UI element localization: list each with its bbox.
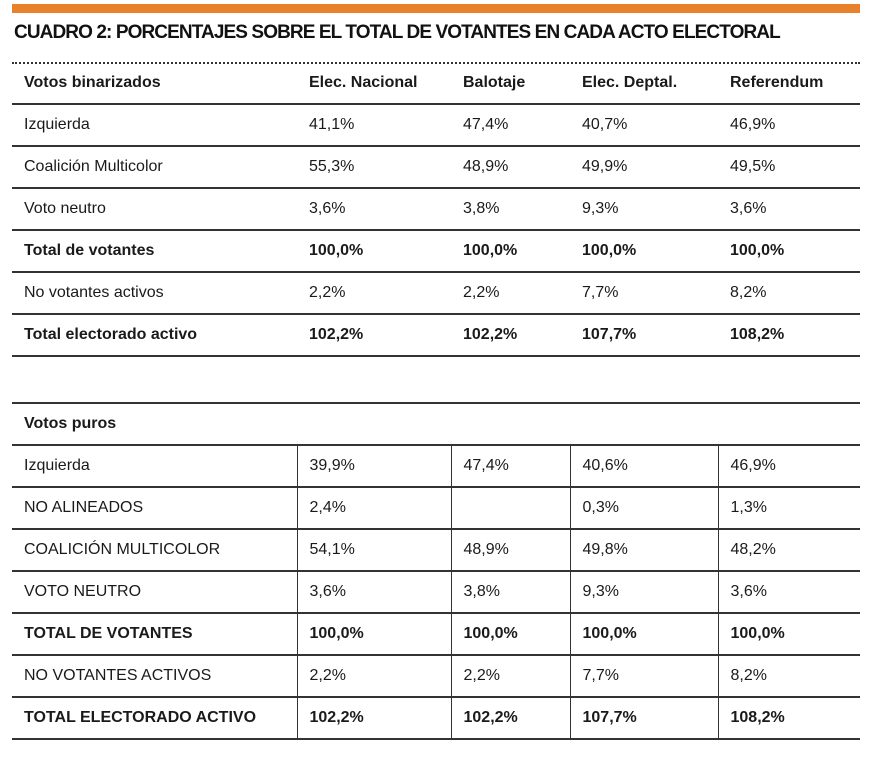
value-cell: 100,0% — [451, 230, 570, 273]
table-row: Coalición Multicolor 55,3% 48,9% 49,9% 49,5% — [12, 146, 860, 189]
table-row: Total electorado activo 102,2% 102,2% 107,7… — [12, 314, 860, 357]
value-cell: 9,3% — [569, 571, 718, 614]
value-cell: 41,1% — [297, 104, 451, 147]
column-header: Elec. Deptal. — [570, 63, 718, 105]
value-cell: 100,0% — [450, 613, 570, 656]
column-header: Elec. Nacional — [297, 63, 451, 105]
value-cell: 102,2% — [450, 697, 570, 740]
table-row: Voto neutro 3,6% 3,8% 9,3% 3,6% — [12, 188, 860, 231]
value-cell: 2,2% — [296, 655, 451, 698]
pure-votes-table: Votos puros Izquierda 39,9% 47,4% 40,6% 46,9%… — [12, 402, 861, 740]
value-cell: 40,6% — [569, 445, 718, 488]
value-cell: 49,8% — [569, 529, 718, 572]
table-row: NO ALINEADOS 2,4% 0,3% 1,3% — [12, 487, 861, 530]
value-cell: 108,2% — [718, 314, 860, 357]
value-cell: 107,7% — [569, 697, 718, 740]
value-cell: 102,2% — [296, 697, 451, 740]
value-cell: 47,4% — [450, 445, 570, 488]
row-header: Votos binarizados — [12, 63, 297, 105]
value-cell: 3,6% — [296, 571, 451, 614]
row-label: Total electorado activo — [12, 314, 297, 357]
accent-bar — [12, 4, 860, 13]
row-label: NO ALINEADOS — [12, 487, 297, 530]
value-cell: 100,0% — [569, 613, 718, 656]
value-cell: 8,2% — [718, 272, 860, 315]
table-row: Izquierda 41,1% 47,4% 40,7% 46,9% — [12, 104, 860, 147]
value-cell: 49,9% — [570, 146, 718, 189]
table-row: Total de votantes 100,0% 100,0% 100,0% 100,0… — [12, 230, 860, 273]
row-label: Izquierda — [12, 104, 297, 147]
section-header-row: Votos puros — [12, 403, 861, 446]
table-row: VOTO NEUTRO 3,6% 3,8% 9,3% 3,6% — [12, 571, 861, 614]
value-cell: 55,3% — [297, 146, 451, 189]
value-cell: 3,6% — [297, 188, 451, 231]
value-cell: 107,7% — [570, 314, 718, 357]
value-cell: 8,2% — [717, 655, 861, 698]
value-cell: 39,9% — [296, 445, 451, 488]
row-label: COALICIÓN MULTICOLOR — [12, 529, 297, 572]
value-cell: 46,9% — [718, 104, 860, 147]
value-cell: 100,0% — [718, 230, 860, 273]
table-row: COALICIÓN MULTICOLOR 54,1% 48,9% 49,8% 48,2% — [12, 529, 861, 572]
row-label: Izquierda — [12, 445, 297, 488]
value-cell: 2,2% — [297, 272, 451, 315]
value-cell: 102,2% — [297, 314, 451, 357]
value-cell: 46,9% — [717, 445, 861, 488]
column-header: Referendum — [718, 63, 860, 105]
value-cell: 7,7% — [570, 272, 718, 315]
row-label: Voto neutro — [12, 188, 297, 231]
row-label: TOTAL DE VOTANTES — [12, 613, 297, 656]
binarized-votes-table: Votos binarizados Elec. Nacional Balotaje E… — [12, 63, 860, 357]
value-cell: 100,0% — [570, 230, 718, 273]
row-label: Coalición Multicolor — [12, 146, 297, 189]
row-label: Total de votantes — [12, 230, 297, 273]
value-cell: 9,3% — [570, 188, 718, 231]
table-row: Izquierda 39,9% 47,4% 40,6% 46,9% — [12, 445, 861, 488]
value-cell: 100,0% — [717, 613, 861, 656]
table-row: No votantes activos 2,2% 2,2% 7,7% 8,2% — [12, 272, 860, 315]
value-cell: 2,2% — [450, 655, 570, 698]
value-cell: 3,8% — [450, 571, 570, 614]
value-cell: 3,6% — [717, 571, 861, 614]
value-cell: 3,8% — [451, 188, 570, 231]
section-label: Votos puros — [12, 403, 861, 446]
value-cell: 49,5% — [718, 146, 860, 189]
page-title: CUADRO 2: PORCENTAJES SOBRE EL TOTAL DE … — [14, 22, 781, 43]
table-row: TOTAL DE VOTANTES 100,0% 100,0% 100,0% 100,0… — [12, 613, 861, 656]
value-cell: 54,1% — [296, 529, 451, 572]
value-cell: 100,0% — [296, 613, 451, 656]
value-cell: 40,7% — [570, 104, 718, 147]
value-cell: 48,2% — [717, 529, 861, 572]
value-cell: 1,3% — [717, 487, 861, 530]
row-label: No votantes activos — [12, 272, 297, 315]
value-cell: 48,9% — [450, 529, 570, 572]
row-label: TOTAL ELECTORADO ACTIVO — [12, 697, 297, 740]
value-cell — [450, 487, 570, 530]
value-cell: 0,3% — [569, 487, 718, 530]
table-row: NO VOTANTES ACTIVOS 2,2% 2,2% 7,7% 8,2% — [12, 655, 861, 698]
table-header-row: Votos binarizados Elec. Nacional Balotaje E… — [12, 63, 860, 105]
value-cell: 47,4% — [451, 104, 570, 147]
value-cell: 102,2% — [451, 314, 570, 357]
table-row: TOTAL ELECTORADO ACTIVO 102,2% 102,2% 107,7… — [12, 697, 861, 740]
value-cell: 48,9% — [451, 146, 570, 189]
value-cell: 100,0% — [297, 230, 451, 273]
value-cell: 7,7% — [569, 655, 718, 698]
value-cell: 2,4% — [296, 487, 451, 530]
value-cell: 108,2% — [717, 697, 861, 740]
value-cell: 3,6% — [718, 188, 860, 231]
value-cell: 2,2% — [451, 272, 570, 315]
row-label: VOTO NEUTRO — [12, 571, 297, 614]
row-label: NO VOTANTES ACTIVOS — [12, 655, 297, 698]
column-header: Balotaje — [451, 63, 570, 105]
